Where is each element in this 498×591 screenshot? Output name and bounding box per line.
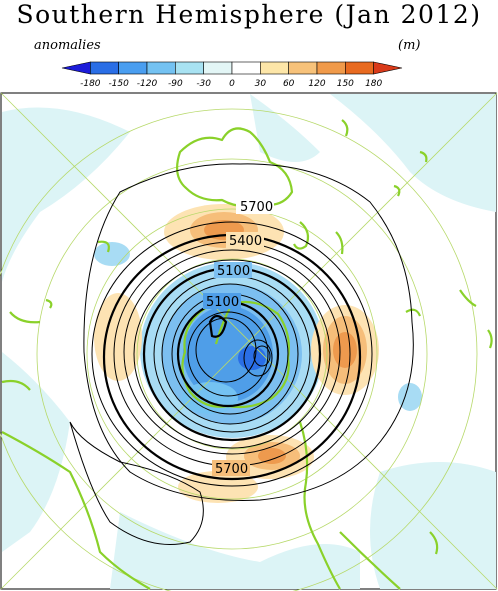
colorbar-cells [61, 61, 403, 75]
colorbar-tick-label: -180 [80, 79, 101, 89]
colorbar: -180 -150 -120 -90 -30 0 30 60 120 150 180 [61, 61, 403, 89]
anomaly-shading-background [2, 94, 496, 589]
colorbar-cell [118, 61, 148, 75]
colorbar-cell [288, 61, 318, 75]
colorbar-cell [345, 61, 374, 75]
colorbar-cell [146, 61, 176, 75]
contour-label-5100-upper: 5100 [217, 264, 250, 279]
colorbar-tick-label: 60 [283, 79, 295, 89]
colorbar-tick-label: -90 [168, 79, 183, 89]
colorbar-cell [373, 61, 403, 75]
colorbar-cell [61, 61, 91, 75]
contour-label-5100-inner: 5100 [206, 295, 239, 310]
coastlines [1, 119, 493, 590]
units-label-right: (m) [398, 38, 421, 53]
colorbar-cell [203, 61, 233, 75]
colorbar-tick-label: 30 [255, 79, 267, 89]
colorbar-tick-label: 0 [229, 79, 235, 89]
colorbar-tick-label: -30 [196, 79, 211, 89]
colorbar-cell [316, 61, 346, 75]
page-title: Southern Hemisphere (Jan 2012) [16, 0, 482, 29]
contour-label-5400: 5400 [229, 234, 262, 249]
colorbar-cell [231, 61, 261, 75]
polar-map: 5700 5400 5100 5100 5700 [0, 92, 498, 591]
colorbar-ticks: -180 -150 -120 -90 -30 0 30 60 120 150 180 [80, 79, 382, 89]
colorbar-cell [175, 61, 204, 75]
colorbar-tick-label: -120 [137, 79, 158, 89]
contour-label-5700-top: 5700 [240, 200, 273, 215]
contour-label-5700-bottom: 5700 [215, 462, 248, 477]
colorbar-tick-label: 150 [337, 79, 354, 89]
colorbar-tick-label: 180 [365, 79, 382, 89]
colorbar-tick-label: 120 [308, 79, 325, 89]
colorbar-tick-label: -150 [108, 79, 129, 89]
colorbar-cell [260, 61, 289, 75]
contour-labels: 5700 5400 5100 5100 5700 [203, 198, 274, 477]
colorbar-cell [90, 61, 119, 75]
units-label-left: anomalies [34, 38, 101, 53]
graticule [0, 92, 498, 591]
